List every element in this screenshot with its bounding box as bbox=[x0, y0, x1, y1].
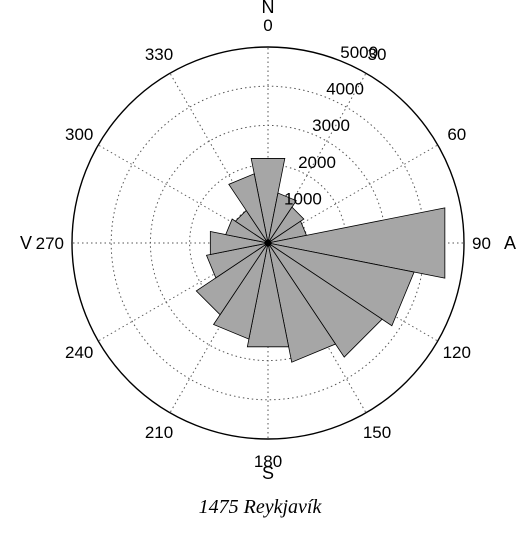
radial-tick-label: 3000 bbox=[312, 116, 350, 135]
angle-tick-label: 0 bbox=[263, 16, 272, 35]
compass-south-label: S bbox=[262, 463, 274, 483]
angle-tick-label: 330 bbox=[145, 45, 173, 64]
radial-tick-label: 4000 bbox=[326, 80, 364, 99]
rose-sector-bar bbox=[228, 173, 269, 244]
outer-circle bbox=[71, 46, 465, 440]
angle-tick-label: 90 bbox=[472, 234, 491, 253]
chart-caption: 1475 Reykjavík bbox=[198, 496, 322, 518]
angle-tick-label: 300 bbox=[65, 125, 93, 144]
angle-tick-label: 240 bbox=[65, 343, 93, 362]
angle-tick-label: 60 bbox=[447, 125, 466, 144]
angle-tick-label: 30 bbox=[368, 45, 387, 64]
angle-tick-label: 120 bbox=[443, 343, 471, 362]
center-layer bbox=[264, 239, 272, 247]
radial-tick-label: 2000 bbox=[298, 153, 336, 172]
angle-tick-label: 210 bbox=[145, 423, 173, 442]
angle-tick-label: 270 bbox=[36, 234, 64, 253]
center-point bbox=[264, 239, 272, 247]
angle-tick-label: 150 bbox=[363, 423, 391, 442]
outer-circle-layer bbox=[71, 46, 465, 440]
compass-east-label: A bbox=[504, 233, 516, 253]
labels-layer: 1000 2000 3000 4000 5000 0 30 60 90 120 150 180 210 2… bbox=[20, 0, 516, 483]
compass-north-label: N bbox=[262, 0, 275, 17]
radial-tick-label: 1000 bbox=[284, 189, 322, 208]
bars-layer bbox=[195, 158, 446, 363]
radial-tick-label: 5000 bbox=[340, 43, 378, 62]
compass-west-label: V bbox=[20, 233, 32, 253]
angle-tick-label: 180 bbox=[254, 452, 282, 471]
